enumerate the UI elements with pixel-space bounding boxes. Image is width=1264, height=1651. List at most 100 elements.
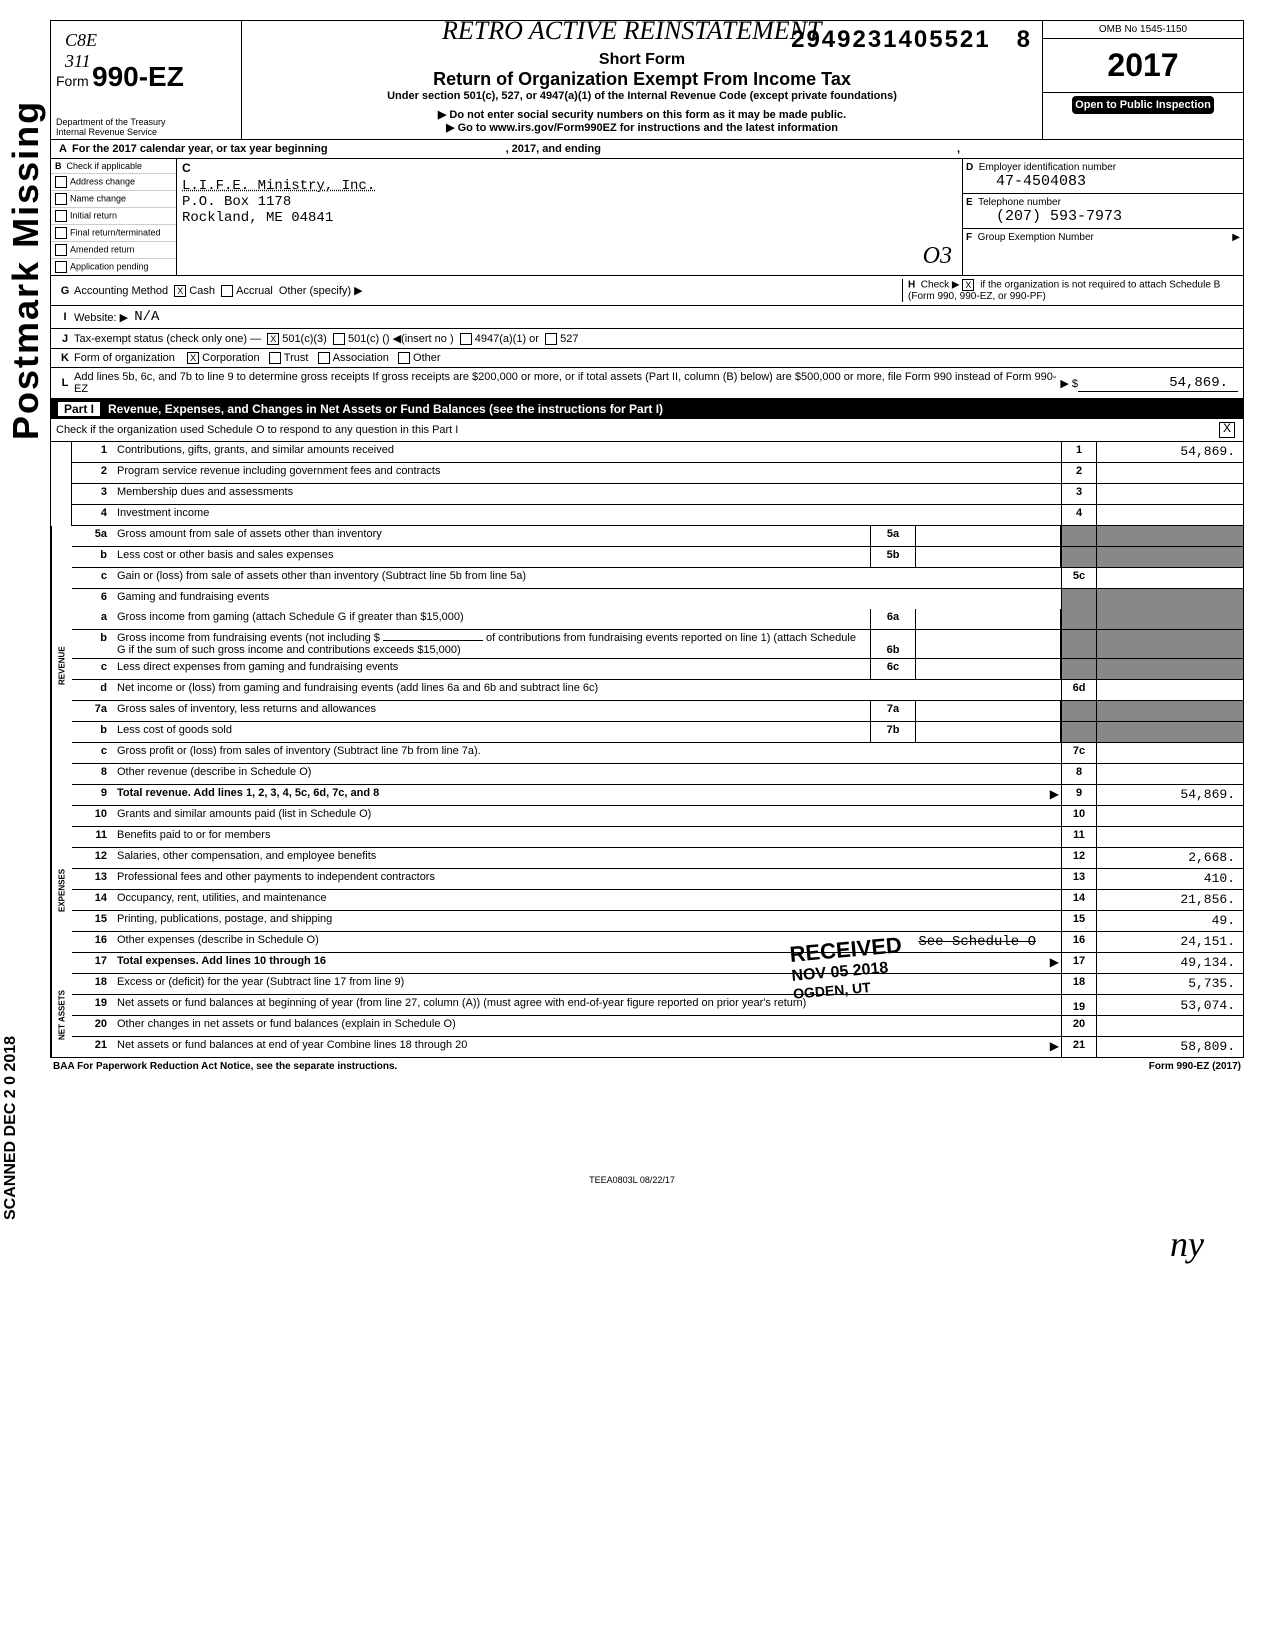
corp-label: Corporation — [202, 352, 259, 364]
line-4: 4 Investment income 4 — [72, 505, 1243, 526]
cb-amended[interactable]: Amended return — [51, 242, 176, 259]
footer: BAA For Paperwork Reduction Act Notice, … — [50, 1058, 1244, 1075]
cb-name[interactable]: Name change — [51, 191, 176, 208]
label-d: D — [966, 162, 973, 173]
l-arrow: ▶ $ — [1060, 377, 1078, 390]
mid-val — [916, 701, 1061, 721]
cb-label: Final return/terminated — [70, 227, 161, 237]
shaded-box — [1061, 547, 1096, 567]
line-val: 2,668. — [1096, 848, 1243, 868]
line-val — [1096, 505, 1243, 525]
label-c: C — [182, 161, 191, 175]
line-num: 9 — [72, 785, 112, 805]
label-h: H — [908, 280, 915, 291]
checkbox-trust[interactable] — [269, 352, 281, 364]
line-box: 1 — [1061, 442, 1096, 462]
cb-label: Application pending — [70, 261, 149, 271]
col-b: B Check if applicable Address change Nam… — [51, 159, 177, 275]
checkbox-assoc[interactable] — [318, 352, 330, 364]
line-num: b — [72, 630, 112, 658]
section-bcdef: B Check if applicable Address change Nam… — [50, 159, 1244, 276]
row-i: I Website: ▶ N/A — [50, 306, 1244, 329]
line-num: 8 — [72, 764, 112, 784]
shaded-box — [1061, 722, 1096, 742]
checkbox-icon — [55, 210, 67, 222]
line-desc: Total revenue. Add lines 1, 2, 3, 4, 5c,… — [112, 785, 1048, 805]
cb-pending[interactable]: Application pending — [51, 259, 176, 275]
line-num: 6 — [72, 589, 112, 609]
check-if-text: Check if applicable — [67, 161, 143, 171]
line-num: a — [72, 609, 112, 629]
l9-desc: Total revenue. Add lines 1, 2, 3, 4, 5c,… — [117, 787, 379, 799]
line-val: 54,869. — [1096, 442, 1243, 462]
line-val — [1096, 1016, 1243, 1036]
line-6b: b Gross income from fundraising events (… — [72, 630, 1243, 659]
checkbox-accrual[interactable] — [221, 285, 233, 297]
checkbox-501c[interactable] — [333, 333, 345, 345]
j-text: Tax-exempt status (check only one) — — [74, 333, 261, 345]
line-desc: Less cost or other basis and sales expen… — [112, 547, 870, 567]
shaded-box — [1061, 630, 1096, 658]
col-def: D Employer identification number 47-4504… — [962, 159, 1243, 275]
line-7a: 7a Gross sales of inventory, less return… — [72, 701, 1243, 722]
checkbox-icon — [55, 244, 67, 256]
line-desc: Net income or (loss) from gaming and fun… — [112, 680, 1061, 700]
row-a-text1: For the 2017 calendar year, or tax year … — [72, 143, 328, 155]
line-17: 17 Total expenses. Add lines 10 through … — [72, 953, 1243, 974]
checkbox-schedule-o[interactable]: X — [1219, 422, 1235, 438]
line-desc: Salaries, other compensation, and employ… — [112, 848, 1061, 868]
checkbox-cash[interactable]: X — [174, 285, 186, 297]
mid-box: 6c — [870, 659, 916, 679]
header-right: OMB No 1545-1150 2017 Open to Public Ins… — [1042, 21, 1243, 139]
mid-val — [916, 526, 1061, 546]
line-val — [1096, 764, 1243, 784]
line-val: 53,074. — [1096, 995, 1243, 1015]
line-desc: Net assets or fund balances at end of ye… — [112, 1037, 1048, 1057]
line-val — [1096, 827, 1243, 847]
row-gh: G Accounting Method XCash Accrual Other … — [50, 276, 1244, 306]
checkbox-other[interactable] — [398, 352, 410, 364]
checkbox-501c3[interactable]: X — [267, 333, 279, 345]
cb-initial[interactable]: Initial return — [51, 208, 176, 225]
line-box: 12 — [1061, 848, 1096, 868]
assoc-label: Association — [333, 352, 389, 364]
line-7b: b Less cost of goods sold 7b — [72, 722, 1243, 743]
line-num: c — [72, 743, 112, 763]
checkbox-527[interactable] — [545, 333, 557, 345]
row-a: A For the 2017 calendar year, or tax yea… — [50, 140, 1244, 159]
line-desc: Other changes in net assets or fund bala… — [112, 1016, 1061, 1036]
cb-address[interactable]: Address change — [51, 174, 176, 191]
mid-val — [916, 609, 1061, 629]
line-desc: Other expenses (describe in Schedule O) … — [112, 932, 1061, 952]
cb-label: Initial return — [70, 210, 117, 220]
line-desc: Program service revenue including govern… — [112, 463, 1061, 483]
line-2: 2 Program service revenue including gove… — [72, 463, 1243, 484]
public-inspection: Open to Public Inspection — [1072, 96, 1214, 114]
line-box: 6d — [1061, 680, 1096, 700]
cb-final[interactable]: Final return/terminated — [51, 225, 176, 242]
arrow-icon: ▶ — [1232, 232, 1240, 243]
line-desc: Net assets or fund balances at beginning… — [112, 995, 1061, 1015]
line-num: 2 — [72, 463, 112, 483]
form-container: Postmark Missing SCANNED DEC 2 0 2018 C8… — [20, 20, 1244, 1185]
line-5a: 5a Gross amount from sale of assets othe… — [72, 526, 1243, 547]
line-6c: c Less direct expenses from gaming and f… — [72, 659, 1243, 680]
checkbox-4947[interactable] — [460, 333, 472, 345]
received-stamp: RECEIVED NOV 05 2018 OGDEN, UT — [788, 932, 905, 1002]
shaded-val — [1096, 547, 1243, 567]
mid-box: 6a — [870, 609, 916, 629]
row-l: L Add lines 5b, 6c, and 7b to line 9 to … — [50, 368, 1244, 399]
assets-side-label: NET ASSETS — [51, 974, 72, 1057]
footer-baa: BAA For Paperwork Reduction Act Notice, … — [53, 1061, 397, 1072]
label-j: J — [56, 333, 74, 345]
line-desc: Gain or (loss) from sale of assets other… — [112, 568, 1061, 588]
line-num: 14 — [72, 890, 112, 910]
mid-box: 7a — [870, 701, 916, 721]
label-f: F — [966, 232, 972, 243]
checkbox-corp[interactable]: X — [187, 352, 199, 364]
line-8: 8 Other revenue (describe in Schedule O)… — [72, 764, 1243, 785]
trust-label: Trust — [284, 352, 309, 364]
line-num: 5a — [72, 526, 112, 546]
other-label: Other (specify) ▶ — [279, 284, 363, 297]
checkbox-h[interactable]: X — [962, 279, 974, 291]
